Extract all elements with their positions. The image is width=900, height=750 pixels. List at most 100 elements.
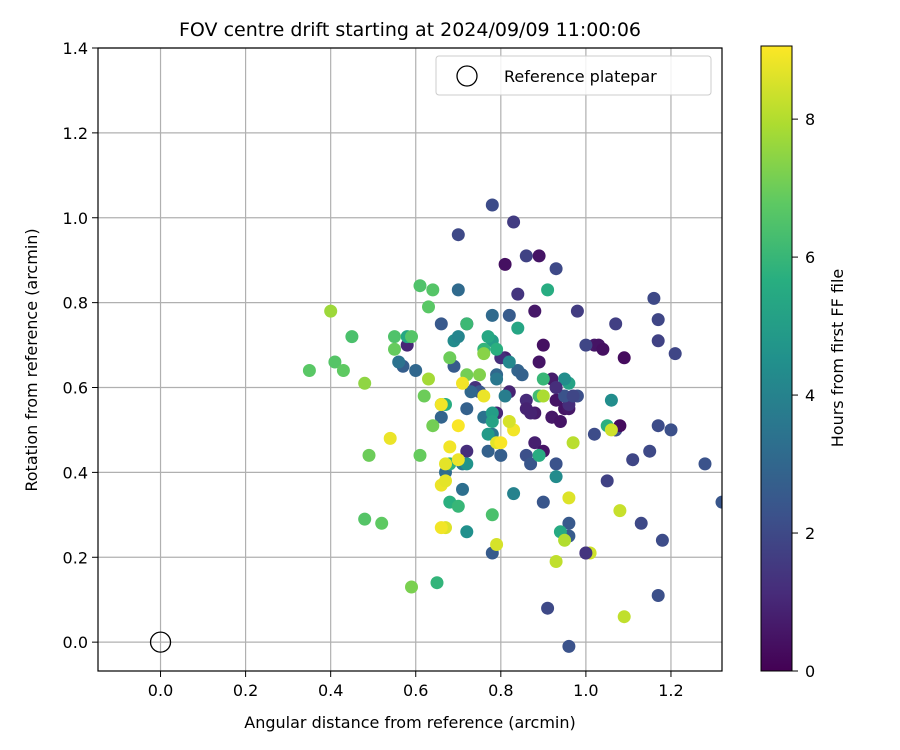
data-point (651, 334, 665, 348)
x-tick-label: 0.4 (318, 681, 343, 700)
data-point (604, 423, 618, 437)
data-point (405, 330, 418, 344)
data-point (541, 283, 555, 297)
x-tick-label: 0.8 (488, 681, 513, 700)
data-point (698, 457, 712, 471)
data-point (507, 215, 521, 229)
data-point (528, 436, 542, 450)
x-tick-label: 1.2 (658, 681, 683, 700)
x-tick-label: 1.0 (573, 681, 598, 700)
data-point (515, 368, 529, 382)
data-point (434, 317, 448, 331)
data-point (613, 504, 627, 518)
y-tick-label: 0.0 (63, 633, 88, 652)
colorbar-tick-label: 2 (805, 524, 815, 543)
y-tick-label: 0.4 (63, 463, 88, 482)
data-point (541, 601, 555, 615)
data-point (426, 283, 440, 297)
data-point (558, 372, 572, 386)
legend-box (435, 55, 712, 96)
data-point (460, 317, 474, 331)
data-point (647, 291, 661, 305)
data-point (498, 389, 512, 403)
data-point (375, 516, 389, 530)
data-point (490, 372, 504, 386)
colorbar-tick-label: 4 (805, 386, 815, 405)
data-point (464, 385, 478, 399)
data-point (477, 389, 491, 403)
data-point (596, 342, 610, 356)
data-point (600, 474, 614, 488)
data-point (655, 533, 669, 547)
data-point (439, 474, 452, 488)
data-point (511, 321, 525, 335)
data-point (562, 639, 576, 653)
data-point (451, 419, 465, 433)
data-point (664, 423, 678, 437)
data-point (443, 351, 457, 365)
data-point (558, 533, 572, 547)
data-point (532, 355, 546, 369)
y-tick-label: 1.4 (63, 39, 88, 58)
data-point (426, 419, 440, 433)
data-point (485, 308, 499, 322)
data-point (413, 448, 427, 462)
data-point (566, 389, 580, 403)
colorbar-gradient (760, 45, 793, 672)
data-point (617, 351, 631, 365)
colorbar: 0 2 4 6 8 Hours from first FF file (760, 45, 847, 681)
data-point (562, 516, 576, 530)
data-point (494, 448, 508, 462)
plot-frame (97, 47, 723, 672)
data-point (502, 415, 516, 428)
data-point (651, 589, 665, 602)
data-point (439, 457, 452, 471)
data-point (473, 368, 486, 382)
legend: Reference platepar (435, 55, 712, 96)
data-point (519, 249, 533, 263)
data-point (490, 342, 504, 356)
data-point (422, 300, 435, 314)
colorbar-tick-label: 8 (805, 110, 815, 129)
data-point (494, 436, 508, 450)
data-point (549, 470, 563, 484)
data-point (617, 610, 631, 624)
data-point (362, 448, 376, 462)
data-point (456, 482, 469, 496)
y-tick-label: 1.0 (63, 209, 88, 228)
legend-label: Reference platepar (504, 67, 657, 86)
data-point (481, 427, 495, 441)
data-point (422, 372, 435, 386)
data-point (668, 347, 682, 361)
reference-point (149, 631, 172, 653)
data-point (443, 440, 457, 454)
data-point (358, 512, 372, 526)
y-tick-label: 0.2 (63, 548, 88, 567)
data-point (536, 372, 550, 386)
data-point (451, 453, 465, 467)
data-point (302, 364, 316, 377)
data-point (651, 313, 665, 327)
colorbar-ticks: 0 2 4 6 8 (792, 110, 815, 681)
data-point (345, 330, 359, 344)
data-point (498, 257, 512, 271)
data-point (549, 457, 563, 471)
data-point (562, 491, 576, 505)
data-point (383, 431, 397, 445)
data-point (502, 308, 516, 322)
y-tick-label: 0.8 (63, 294, 88, 313)
data-point (477, 347, 491, 361)
data-point (481, 444, 495, 458)
data-point (451, 330, 465, 344)
data-point (328, 355, 342, 369)
data-point (549, 381, 563, 394)
data-point (528, 304, 542, 318)
y-tick-label: 1.2 (63, 124, 88, 143)
data-point (587, 427, 601, 441)
data-point (392, 355, 406, 369)
data-point (451, 499, 465, 513)
legend-circle-icon (456, 65, 478, 87)
data-point (324, 304, 338, 318)
data-point (536, 338, 550, 352)
